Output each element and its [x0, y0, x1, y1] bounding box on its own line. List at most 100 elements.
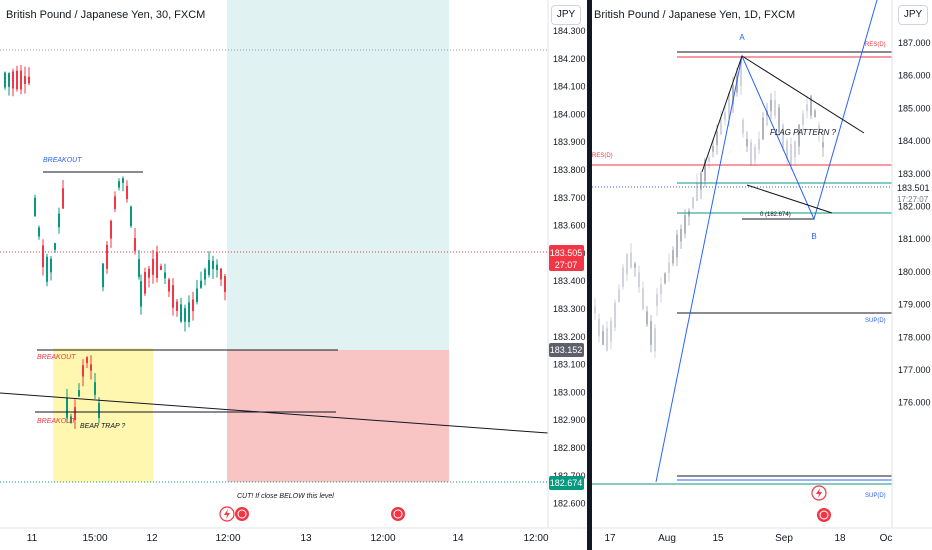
current-price-tag: 183.505 27:07 — [549, 245, 584, 271]
candle-body — [46, 256, 48, 282]
time-tick-label-1d: 18 — [834, 533, 846, 544]
price-tick-label-1d: 186.000 — [898, 71, 931, 81]
candle-body — [20, 70, 22, 90]
price-tick-label-1d: 187.000 — [898, 38, 931, 48]
time-tick-label: 12:00 — [215, 533, 240, 544]
candle-body — [140, 281, 142, 307]
candle-body — [656, 293, 658, 307]
svg-text:17:27:07: 17:27:07 — [897, 195, 929, 204]
price-tick-label: 182.700 — [553, 471, 586, 481]
candle-body — [74, 407, 76, 421]
chart-pane-1d[interactable]: A B FLAG PATTERN ? 0 (182.674) RES(D) RE… — [592, 0, 932, 550]
candle-body — [822, 142, 824, 148]
candle-body — [610, 320, 612, 342]
candle-body — [614, 302, 616, 328]
candle-body — [90, 364, 92, 371]
candle-body — [630, 252, 632, 268]
candle-body — [94, 382, 96, 395]
stop-zone — [227, 350, 449, 482]
price-tick-label: 183.300 — [553, 304, 586, 314]
candle-body — [712, 145, 714, 152]
time-tick-label: 15:00 — [82, 533, 107, 544]
chart-canvas-30m[interactable]: BREAKOUT BREAKOUT BREAKOUT BEAR TRAP ? C… — [0, 0, 588, 550]
price-tick-label: 182.800 — [553, 443, 586, 453]
event-flag-icon[interactable] — [235, 507, 249, 521]
candle-body — [672, 250, 674, 264]
event-flag-icon-1d[interactable] — [817, 508, 831, 522]
price-tick-label-1d: 184.000 — [898, 136, 931, 146]
candle-body — [212, 260, 214, 270]
price-tick-label-1d: 185.000 — [898, 103, 931, 113]
candle-body — [102, 263, 104, 288]
price-axis-1d[interactable]: 187.000 186.000 185.000 184.000 183.000 182.0… — [898, 38, 931, 408]
candle-body — [148, 268, 150, 278]
candle-body — [814, 110, 816, 118]
svg-text:182.674: 182.674 — [550, 478, 583, 488]
chart-pane-30m[interactable]: BREAKOUT BREAKOUT BREAKOUT BEAR TRAP ? C… — [0, 0, 588, 550]
candle-body — [208, 260, 210, 275]
candle-body — [110, 220, 112, 239]
res-top-label: RES(D) — [865, 42, 886, 48]
candle-body — [660, 284, 662, 295]
candle-body — [28, 76, 30, 84]
event-flag-icon-2[interactable] — [391, 507, 405, 521]
candle-body — [114, 196, 116, 210]
candles-30m — [4, 65, 226, 429]
svg-text:183.152: 183.152 — [550, 345, 583, 355]
candle-body — [758, 138, 760, 150]
candle-body — [716, 130, 718, 146]
target-zone — [227, 0, 449, 350]
time-axis-1d[interactable]: 17 Aug 15 Sep 18 Oc — [604, 533, 892, 544]
pane-divider[interactable] — [587, 0, 592, 550]
candle-body — [642, 288, 644, 309]
trend-line[interactable] — [0, 392, 549, 434]
candle-body — [196, 288, 198, 302]
candle-body — [138, 259, 140, 277]
candle-body — [152, 258, 154, 275]
candle-body — [70, 416, 72, 424]
candle-body — [704, 159, 706, 182]
price-tick-label: 183.700 — [553, 193, 586, 203]
candle-body — [622, 267, 624, 287]
flag-pole-line[interactable] — [701, 55, 743, 173]
candle-body — [12, 71, 14, 89]
price-tick-label-1d: 182.000 — [898, 202, 931, 212]
currency-button-right[interactable]: JPY — [898, 5, 928, 25]
price-tick-label: 184.100 — [553, 82, 586, 92]
flag-upper-line[interactable] — [741, 55, 865, 134]
candle-body — [168, 279, 170, 292]
time-tick-label: 11 — [27, 533, 38, 544]
candle-body — [106, 244, 108, 269]
flag-lower-line[interactable] — [746, 184, 833, 214]
candle-body — [638, 272, 640, 288]
price-tick-label: 183.900 — [553, 137, 586, 147]
candle-body — [626, 254, 628, 275]
candle-body — [66, 397, 68, 418]
time-axis-30m[interactable]: 11 15:00 12 12:00 13 12:00 14 12:00 — [27, 533, 549, 544]
price-tick-label: 183.000 — [553, 387, 586, 397]
bear-trap-zone — [53, 348, 153, 482]
abcd-pattern-line[interactable] — [655, 0, 878, 483]
candle-body — [220, 268, 222, 280]
candle-body — [654, 328, 656, 352]
candle-body — [598, 318, 600, 336]
sup-bottom-label: SUP(D) — [865, 493, 886, 499]
time-tick-label-1d: 17 — [604, 533, 616, 544]
price-tick-label: 183.400 — [553, 276, 586, 286]
chart-canvas-1d[interactable]: A B FLAG PATTERN ? 0 (182.674) RES(D) RE… — [592, 0, 932, 550]
currency-button-left[interactable]: JPY — [551, 5, 581, 25]
candle-body — [740, 60, 742, 87]
candle-body — [634, 263, 636, 268]
time-tick-label: 12:00 — [523, 533, 548, 544]
candle-body — [180, 304, 182, 322]
candle-body — [192, 299, 194, 312]
breakout-mid-label: BREAKOUT — [37, 354, 76, 361]
event-flash-icon-1d[interactable] — [811, 485, 827, 501]
candle-body — [176, 301, 178, 311]
candle-body — [156, 252, 158, 278]
candle-body — [24, 76, 26, 84]
price-tick-label-1d: 179.000 — [898, 300, 931, 310]
event-flash-icon[interactable] — [219, 506, 235, 522]
price-tick-label-1d: 181.000 — [898, 234, 931, 244]
candle-body — [602, 331, 604, 345]
